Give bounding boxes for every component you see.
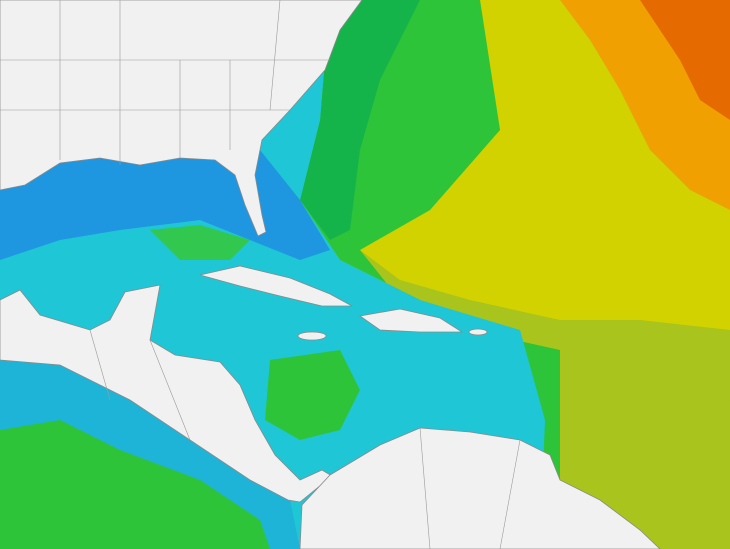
cuba [199, 265, 353, 307]
ocean-highest [640, 0, 730, 120]
ocean-green-patch [150, 225, 250, 260]
state-borders [0, 0, 521, 549]
pacific-green [0, 420, 270, 549]
ocean-green [300, 0, 560, 549]
north-america [0, 0, 363, 237]
central-america [0, 284, 333, 503]
puerto-rico [468, 328, 488, 336]
hispaniola [358, 308, 464, 333]
ocean-yellow [360, 0, 730, 330]
jamaica [297, 331, 327, 341]
ocean-green-patch [265, 350, 360, 440]
